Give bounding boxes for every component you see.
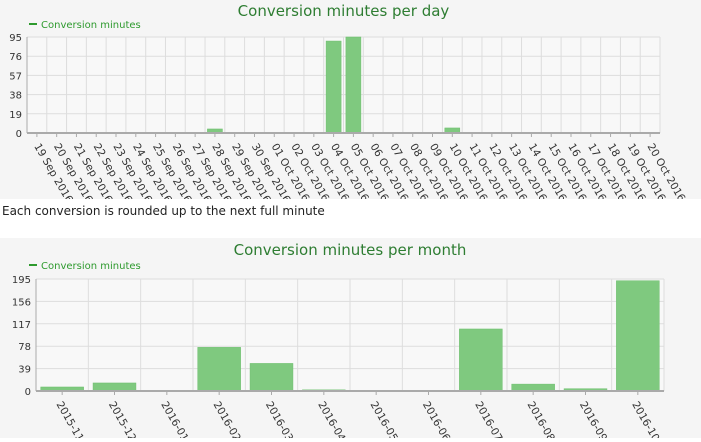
y-tick-label: 117 (12, 320, 31, 331)
monthly-conversion-chart: Conversion minutes per month Conversion m… (12, 241, 665, 442)
y-tick-label: 19 (9, 110, 22, 121)
y-tick-label: 0 (25, 387, 31, 398)
x-tick-label: 2016-07 (472, 400, 504, 439)
y-tick-label: 57 (9, 71, 22, 82)
x-tick-label: 2016-06 (420, 400, 452, 439)
legend-label: Conversion minutes (41, 20, 141, 31)
monthly-chart-panel: Conversion minutes per month Conversion m… (0, 238, 701, 442)
x-tick-label: 2016-01 (158, 400, 190, 439)
data-bar (345, 36, 362, 134)
data-bar (325, 40, 342, 134)
data-bar (616, 280, 660, 392)
x-tick-label: 2016-09 (577, 400, 609, 439)
y-tick-label: 38 (9, 91, 22, 102)
x-tick-label: 2016-08 (525, 400, 557, 439)
data-bar (459, 328, 503, 392)
y-tick-label: 156 (12, 297, 31, 308)
y-tick-label: 0 (16, 129, 22, 140)
daily-conversion-chart: Conversion minutes per day Conversion min… (9, 2, 687, 205)
chart-title: Conversion minutes per day (238, 2, 450, 20)
legend-label: Conversion minutes (41, 261, 141, 272)
rounding-note: Each conversion is rounded up to the nex… (2, 204, 325, 218)
x-tick-label: 2016-04 (315, 400, 347, 439)
y-tick-label: 195 (12, 275, 31, 286)
x-tick-label: 2016-10 (629, 400, 661, 439)
x-tick-label: 2015-11 (54, 400, 86, 439)
y-tick-label: 76 (9, 52, 22, 63)
x-tick-label: 2016-02 (211, 400, 243, 439)
x-tick-label: 2016-03 (263, 400, 295, 439)
y-tick-label: 78 (18, 342, 31, 353)
data-bar (92, 382, 137, 392)
chart-title: Conversion minutes per month (234, 241, 467, 259)
data-bar (249, 363, 294, 392)
x-tick-label: 2015-12 (106, 400, 138, 439)
x-tick-label: 2016-05 (368, 400, 400, 439)
data-bar (511, 383, 555, 392)
y-tick-label: 95 (9, 33, 22, 44)
y-tick-label: 39 (18, 365, 31, 376)
data-bar (197, 347, 241, 392)
daily-chart-panel: Conversion minutes per day Conversion min… (0, 0, 701, 205)
